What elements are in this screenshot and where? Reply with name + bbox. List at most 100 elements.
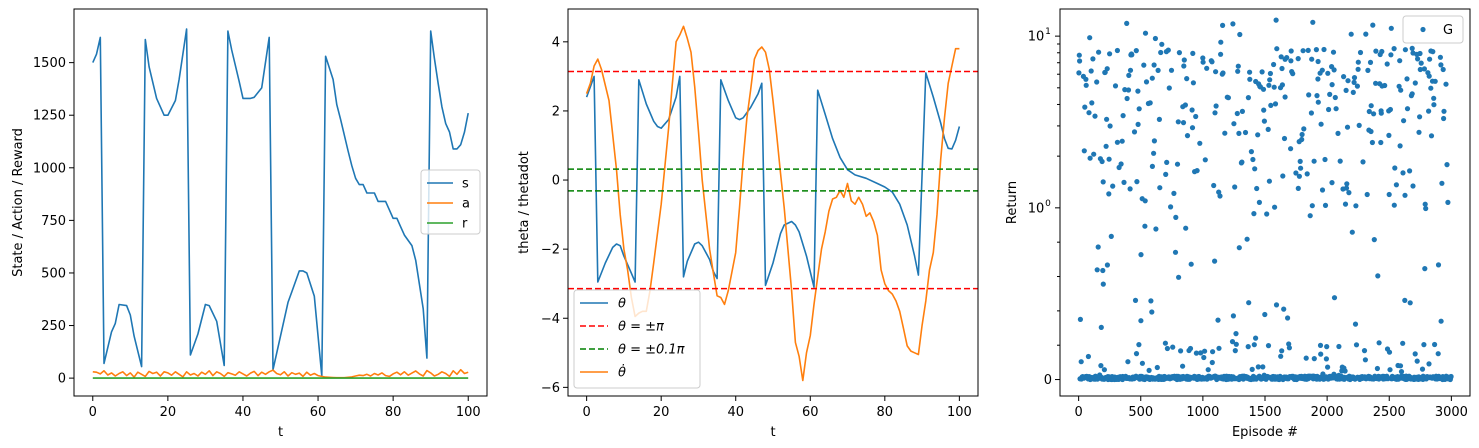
scatter-point <box>1146 367 1152 373</box>
scatter-point <box>1100 281 1106 287</box>
scatter-point <box>1435 351 1441 357</box>
x-tick-label: 500 <box>1128 405 1153 420</box>
scatter-point <box>1210 349 1216 355</box>
scatter-point <box>1090 56 1096 62</box>
scatter-point <box>1354 83 1360 89</box>
scatter-point <box>1422 201 1428 207</box>
scatter-point <box>1325 364 1331 370</box>
scatter-point <box>1360 159 1366 165</box>
scatter-point <box>1280 173 1286 179</box>
scatter-point <box>1138 318 1144 324</box>
scatter-point <box>1242 129 1249 136</box>
scatter-point <box>1261 118 1267 124</box>
x-tick-label: 20 <box>653 405 670 420</box>
scatter-point <box>1091 151 1097 157</box>
scatter-point <box>1133 351 1140 357</box>
scatter-point <box>1233 331 1239 337</box>
legend-label-a: a <box>462 197 470 212</box>
scatter-point <box>1236 245 1242 251</box>
scatter-point <box>1437 54 1443 60</box>
scatter-point <box>1114 47 1120 54</box>
scatter-point <box>1293 170 1299 176</box>
scatter-point <box>1285 315 1291 321</box>
scatter-point <box>1370 22 1376 28</box>
scatter-point <box>1363 31 1369 37</box>
x-tick-label: 40 <box>727 405 744 420</box>
scatter-point <box>1142 198 1148 204</box>
scatter-point <box>1288 48 1294 54</box>
scatter-point <box>1296 173 1302 179</box>
y-tick-label: 0 <box>552 174 560 189</box>
scatter-point <box>1279 65 1285 72</box>
scatter-point <box>1158 49 1164 56</box>
scatter-point <box>1443 81 1449 87</box>
scatter-point <box>1081 148 1087 154</box>
scatter-point <box>1271 61 1277 68</box>
scatter-point <box>1107 123 1113 129</box>
scatter-point <box>1397 143 1403 149</box>
scatter-point <box>1251 342 1257 348</box>
scatter-point <box>1154 364 1160 371</box>
scatter-point <box>1188 261 1194 267</box>
scatter-point <box>1317 342 1324 348</box>
scatter-point <box>1132 297 1139 303</box>
scatter-point <box>1147 100 1153 106</box>
axes-frame <box>567 8 979 397</box>
scatter-point <box>1189 107 1195 113</box>
scatter-point <box>1336 343 1342 350</box>
scatter-point <box>1440 66 1446 73</box>
scatter-point <box>1209 59 1215 65</box>
scatter-point <box>1265 126 1271 132</box>
scatter-point <box>1351 79 1357 85</box>
scatter-point <box>1126 72 1132 78</box>
scatter-point <box>1295 185 1301 191</box>
scatter-point <box>1416 129 1422 135</box>
scatter-point <box>1156 116 1162 122</box>
scatter-point <box>1176 50 1182 56</box>
scatter-point <box>1245 95 1251 101</box>
scatter-point <box>1401 118 1407 124</box>
y-axis-label: Return <box>1005 181 1020 224</box>
scatter-point <box>1087 35 1093 41</box>
scatter-point <box>1204 65 1210 71</box>
scatter-point <box>1198 350 1204 356</box>
scatter-point <box>1355 59 1361 65</box>
scatter-point <box>1441 115 1447 122</box>
scatter-point <box>1247 69 1253 75</box>
scatter-point <box>1176 274 1182 280</box>
scatter-point <box>1174 161 1181 167</box>
y-tick-label: 750 <box>41 214 66 229</box>
scatter-point <box>1106 156 1112 162</box>
scatter-point <box>1439 180 1445 186</box>
x-axis-label: Episode # <box>1232 425 1298 440</box>
scatter-point <box>1297 158 1303 164</box>
scatter-point <box>1315 99 1321 105</box>
scatter-point <box>1384 61 1390 67</box>
scatter-point <box>1092 113 1098 119</box>
scatter-point <box>1415 56 1421 62</box>
legend-label: θ <box>618 297 626 312</box>
scatter-point <box>1421 342 1427 348</box>
scatter-point <box>1101 367 1107 373</box>
scatter-point <box>1364 191 1370 198</box>
x-tick-label: 2500 <box>1373 405 1406 420</box>
scatter-point <box>1417 66 1423 73</box>
y-tick-label: 0 <box>58 372 66 387</box>
scatter-point <box>1244 236 1250 242</box>
scatter-point <box>1103 143 1109 149</box>
scatter-point <box>1173 214 1179 220</box>
scatter-point <box>1216 345 1222 351</box>
scatter-point <box>1171 190 1177 196</box>
scatter-point <box>1431 102 1437 108</box>
scatter-point <box>1211 182 1217 189</box>
scatter-point <box>1266 178 1272 184</box>
scatter-point <box>1248 149 1254 155</box>
scatter-point <box>1149 309 1155 315</box>
scatter-point <box>1152 35 1158 42</box>
legend-label-G: G <box>1443 23 1453 38</box>
scatter-point <box>1245 344 1251 350</box>
scatter-point <box>1309 56 1315 62</box>
scatter-point <box>1397 363 1404 369</box>
scatter-point <box>1129 52 1135 58</box>
y-tick-exponent: 0 <box>1045 199 1051 209</box>
